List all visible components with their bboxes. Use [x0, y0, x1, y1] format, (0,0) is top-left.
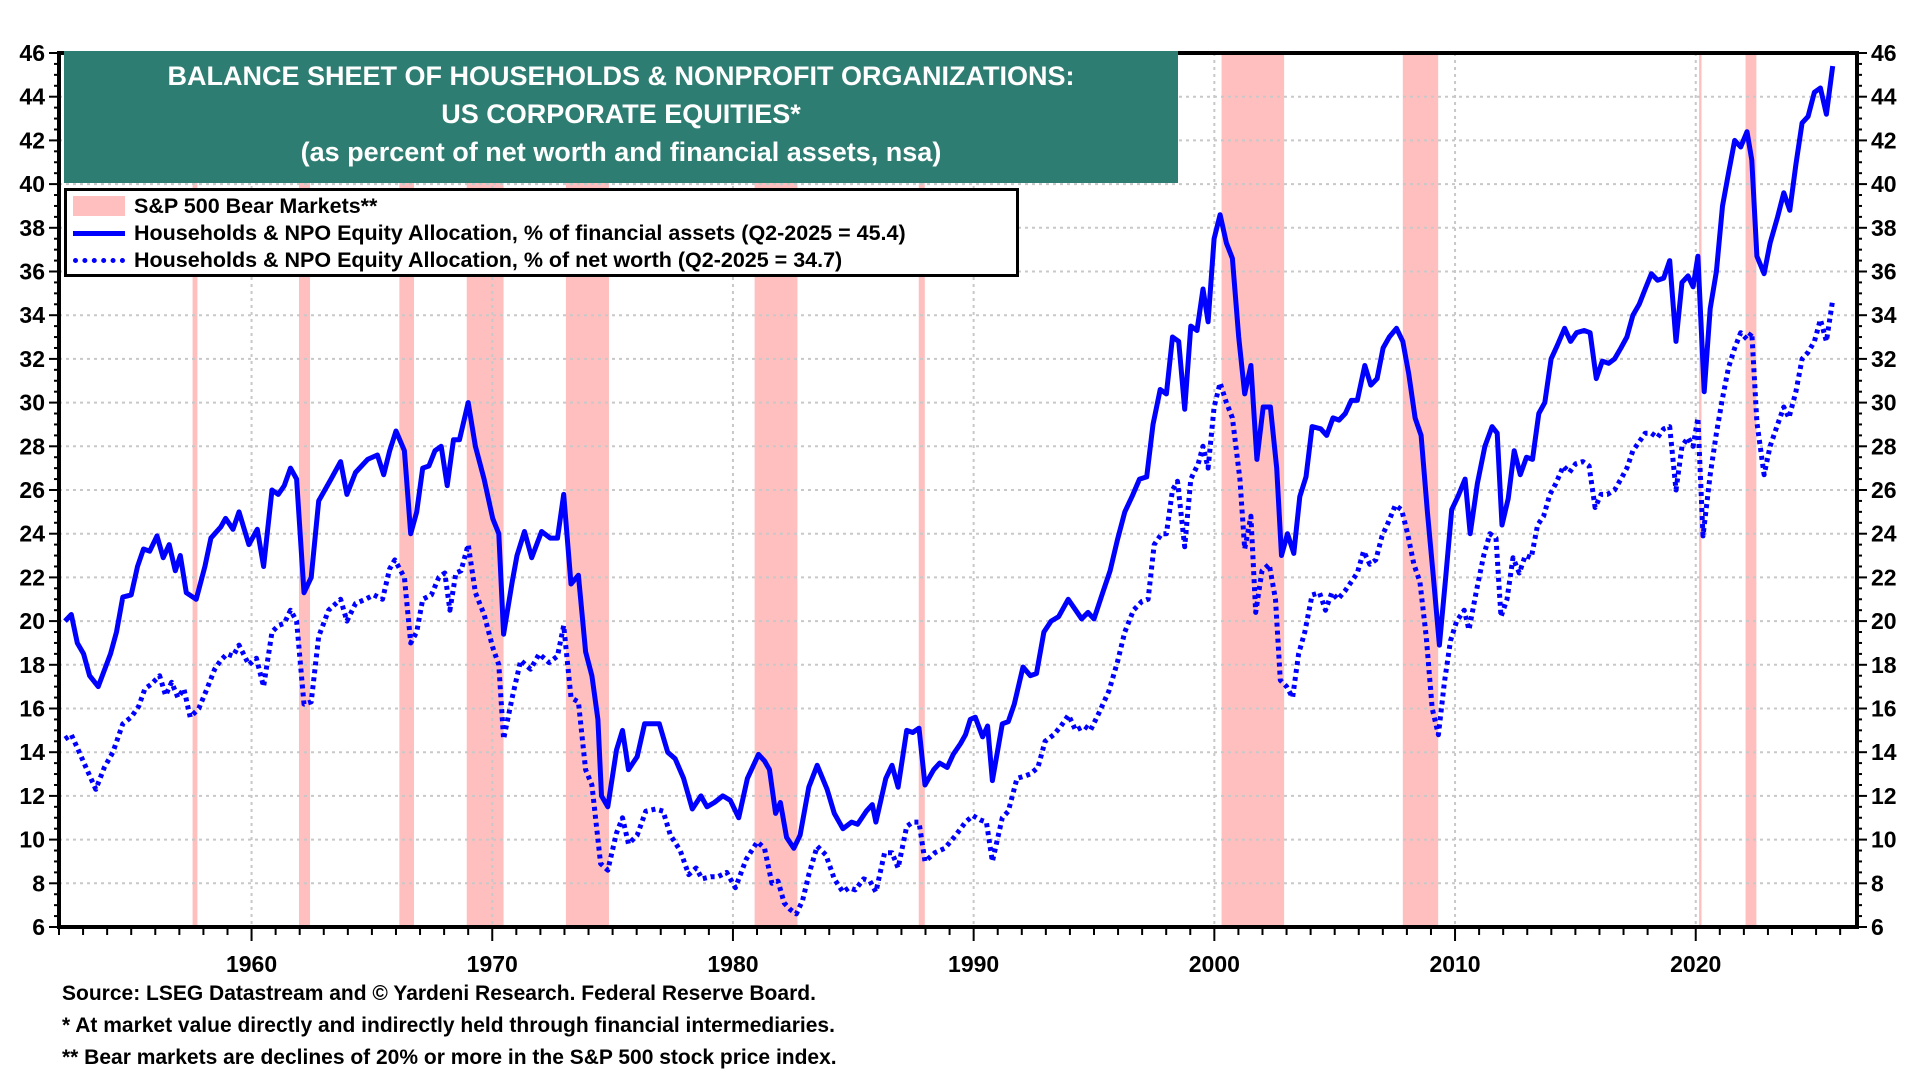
y-tick-label-right: 36 [1871, 259, 1897, 285]
y-tick-label-right: 44 [1871, 84, 1897, 110]
y-tick-label-left: 20 [19, 608, 45, 634]
y-tick-label-right: 18 [1871, 652, 1897, 678]
solid-line-swatch-icon [73, 230, 125, 236]
chart-title-box: BALANCE SHEET OF HOUSEHOLDS & NONPROFIT … [64, 51, 1178, 183]
y-tick-label-right: 34 [1871, 302, 1897, 328]
x-tick-label: 2010 [1429, 951, 1480, 977]
y-tick-label-left: 10 [19, 827, 45, 853]
x-tick-label: 1980 [707, 951, 758, 977]
y-tick-label-left: 6 [32, 914, 45, 940]
y-tick-label-right: 26 [1871, 477, 1897, 503]
footnotes: Source: LSEG Datastream and © Yardeni Re… [62, 978, 837, 1074]
y-tick-label-left: 46 [19, 40, 45, 66]
y-tick-label-right: 32 [1871, 346, 1897, 372]
legend: S&P 500 Bear Markets** Households & NPO … [64, 188, 1019, 277]
y-tick-label-left: 26 [19, 477, 45, 503]
y-tick-label-left: 42 [19, 127, 45, 153]
y-tick-label-right: 24 [1871, 521, 1897, 547]
y-tick-label-right: 38 [1871, 215, 1897, 241]
y-tick-label-right: 12 [1871, 783, 1897, 809]
bear-swatch-icon [73, 196, 125, 216]
y-tick-label-right: 16 [1871, 696, 1897, 722]
x-tick-label: 1960 [226, 951, 277, 977]
y-tick-label-left: 8 [32, 870, 45, 896]
legend-item-bear: S&P 500 Bear Markets** [73, 193, 377, 219]
data-lines [63, 65, 1836, 917]
y-tick-label-left: 36 [19, 259, 45, 285]
y-tick-label-right: 14 [1871, 739, 1897, 765]
legend-label-dotted: Households & NPO Equity Allocation, % of… [134, 247, 843, 272]
x-tick-label: 1970 [467, 951, 518, 977]
series-line-financial-assets [63, 65, 1836, 851]
y-tick-label-left: 24 [19, 521, 45, 547]
legend-label-bear: S&P 500 Bear Markets** [134, 193, 378, 218]
bear-market-band [1699, 53, 1702, 927]
x-tick-label: 1990 [948, 951, 999, 977]
bear-market-band [1221, 53, 1285, 927]
y-tick-label-left: 28 [19, 433, 45, 459]
legend-item-dotted: Households & NPO Equity Allocation, % of… [73, 247, 842, 273]
y-tick-label-right: 28 [1871, 433, 1897, 459]
y-tick-label-right: 30 [1871, 390, 1897, 416]
y-tick-label-left: 18 [19, 652, 45, 678]
footnote-2: ** Bear markets are declines of 20% or m… [62, 1046, 837, 1069]
y-tick-label-left: 30 [19, 390, 45, 416]
y-tick-label-right: 46 [1871, 40, 1897, 66]
y-tick-label-right: 40 [1871, 171, 1897, 197]
y-tick-label-left: 44 [19, 84, 45, 110]
title-line-3: (as percent of net worth and financial a… [300, 137, 942, 167]
legend-label-solid: Households & NPO Equity Allocation, % of… [134, 220, 906, 245]
y-tick-label-left: 12 [19, 783, 45, 809]
footnote-1: * At market value directly and indirectl… [62, 1014, 835, 1037]
y-tick-label-left: 38 [19, 215, 45, 241]
y-tick-label-right: 22 [1871, 564, 1897, 590]
bear-market-band [1745, 53, 1757, 927]
y-tick-label-left: 34 [19, 302, 45, 328]
y-tick-label-left: 32 [19, 346, 45, 372]
y-tick-label-right: 42 [1871, 127, 1897, 153]
y-tick-label-right: 10 [1871, 827, 1897, 853]
y-tick-label-left: 16 [19, 696, 45, 722]
y-tick-label-left: 22 [19, 564, 45, 590]
y-tick-label-left: 40 [19, 171, 45, 197]
legend-item-solid: Households & NPO Equity Allocation, % of… [73, 220, 906, 246]
y-tick-label-left: 14 [19, 739, 45, 765]
series-line-net-worth [63, 299, 1836, 917]
y-tick-label-right: 20 [1871, 608, 1897, 634]
source-note: Source: LSEG Datastream and © Yardeni Re… [62, 982, 816, 1005]
bear-market-bands [192, 53, 1757, 927]
x-tick-label: 2020 [1670, 951, 1721, 977]
y-tick-label-right: 6 [1871, 914, 1884, 940]
dotted-line-swatch-icon [73, 257, 125, 263]
y-tick-label-right: 8 [1871, 870, 1884, 896]
gridlines [59, 53, 1857, 927]
title-line-2: US CORPORATE EQUITIES* [441, 99, 801, 129]
x-tick-label: 2000 [1189, 951, 1240, 977]
title-line-1: BALANCE SHEET OF HOUSEHOLDS & NONPROFIT … [167, 61, 1075, 91]
